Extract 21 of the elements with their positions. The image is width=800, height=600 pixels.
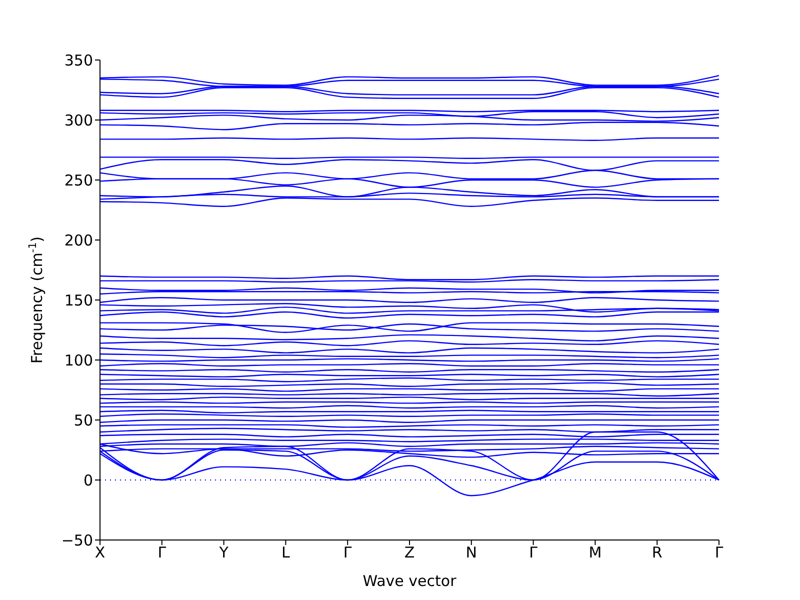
x-tick-label: Y [218,544,230,562]
y-tick-label: 100 [64,351,93,370]
y-tick-label: 150 [64,291,93,310]
x-tick-label: Γ [529,544,538,562]
y-tick-label: 200 [64,231,93,250]
x-axis-title: Wave vector [362,572,458,590]
x-tick-label: Z [404,544,415,562]
y-tick-label: 50 [74,411,93,430]
x-tick-label: X [94,544,106,562]
y-tick-label: 300 [64,111,93,130]
y-tick-label: 250 [64,171,93,190]
x-tick-label: Γ [158,544,167,562]
x-tick-label: Γ [714,544,724,562]
x-tick-label: Γ [343,544,352,562]
x-tick-label: M [588,544,602,562]
x-tick-label: L [282,544,291,562]
y-tick-label: 0 [83,471,93,490]
x-tick-label: N [466,544,478,562]
y-tick-label: −50 [61,531,93,550]
y-tick-label: 350 [64,51,93,70]
x-tick-label: R [652,544,662,562]
